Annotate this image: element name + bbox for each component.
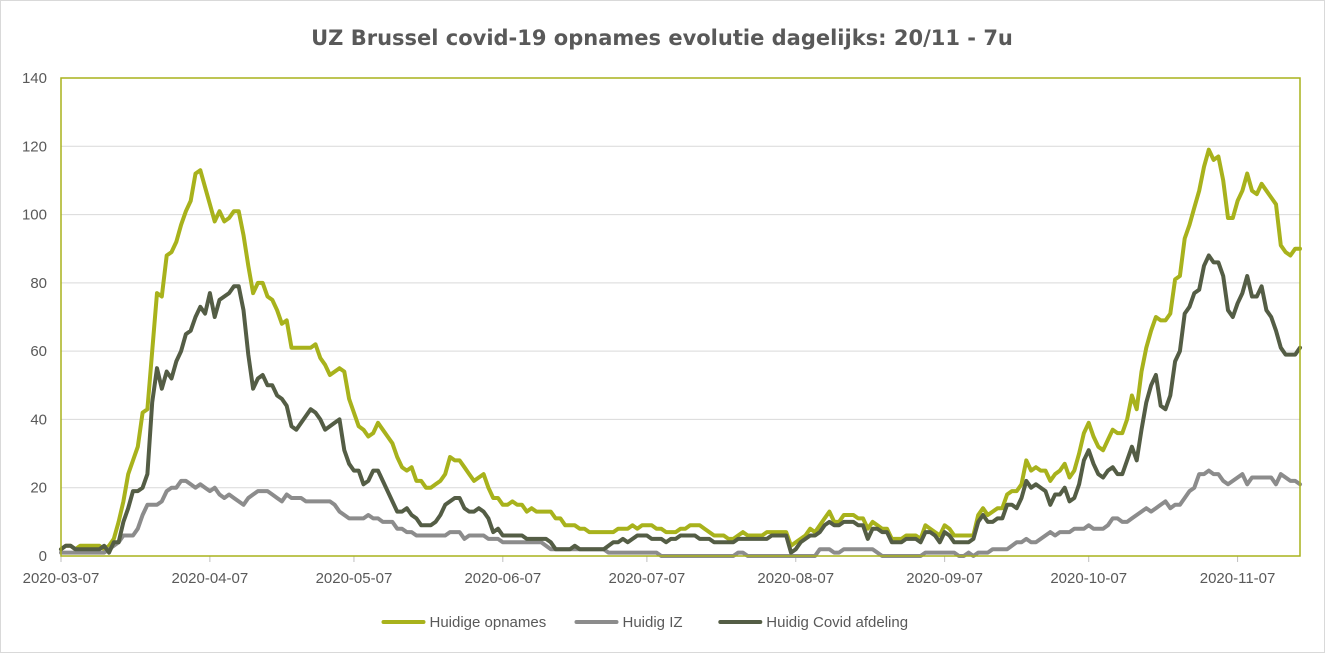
x-tick-label: 2020-03-07 xyxy=(23,570,100,587)
x-tick-label: 2020-07-07 xyxy=(609,570,686,587)
x-tick-label: 2020-08-07 xyxy=(757,570,834,587)
legend-item: Huidig Covid afdeling xyxy=(718,614,908,631)
x-tick-label: 2020-11-07 xyxy=(1200,570,1276,587)
x-tick-label: 2020-06-07 xyxy=(464,570,541,587)
series-line-1 xyxy=(59,147,1302,552)
x-tick-label: 2020-10-07 xyxy=(1050,570,1127,587)
y-tick-label: 120 xyxy=(22,138,47,155)
series-line-3 xyxy=(59,253,1302,555)
gridlines xyxy=(61,145,1300,489)
x-tick-label: 2020-09-07 xyxy=(906,570,983,587)
x-axis: 2020-03-07 2020-04-07 2020-05-07 2020-06-07… xyxy=(23,555,1300,587)
series-lines xyxy=(59,147,1302,558)
y-tick-label: 40 xyxy=(30,411,47,428)
y-tick-label: 140 xyxy=(22,70,47,87)
chart-title: UZ Brussel covid-19 opnames evolutie dag… xyxy=(311,26,1013,50)
y-tick-label: 60 xyxy=(30,343,47,360)
legend-label: Huidig Covid afdeling xyxy=(766,614,908,631)
y-tick-label: 0 xyxy=(39,548,47,565)
y-tick-label: 20 xyxy=(30,480,47,497)
y-axis: 0 20 40 60 80 100 120 140 xyxy=(22,70,47,565)
plot-area-frame xyxy=(60,77,1301,557)
legend-item: Huidige opnames xyxy=(381,614,547,631)
y-tick-label: 100 xyxy=(22,207,47,224)
x-tick-label: 2020-05-07 xyxy=(316,570,393,587)
x-tick-label: 2020-04-07 xyxy=(172,570,249,587)
y-tick-label: 80 xyxy=(30,275,47,292)
legend-item: Huidig IZ xyxy=(574,614,683,631)
legend-label: Huidig IZ xyxy=(623,614,683,631)
legend-label: Huidige opnames xyxy=(430,614,547,631)
series-line-2 xyxy=(59,468,1302,558)
legend: Huidige opnames Huidig IZ Huidig Covid afd… xyxy=(381,614,908,631)
